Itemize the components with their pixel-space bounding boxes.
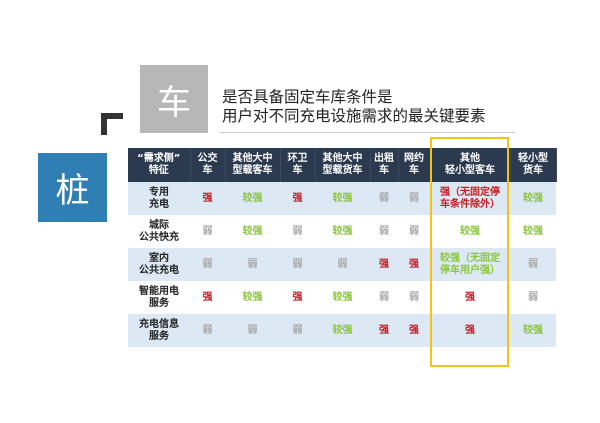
- header-text: 车: [202, 165, 213, 176]
- rating-cell: 弱: [225, 248, 280, 281]
- rating-cell: 强: [190, 182, 225, 215]
- header-text: 车: [292, 165, 303, 176]
- rating-cell: 较强: [242, 225, 263, 237]
- rating-cell: 较强（无固定停车用户强）: [430, 248, 510, 281]
- rating-cell: 弱: [190, 248, 225, 281]
- title-line-2: 用户对不同充电设施需求的最关键要素: [222, 107, 486, 125]
- header-text: 型载客车: [232, 165, 273, 176]
- feature-text: 城际: [149, 219, 169, 231]
- rating-cell: 强: [292, 291, 303, 303]
- column-header: 公交车: [190, 148, 226, 182]
- table-row: 智能用电 服务强较强强较强弱弱强弱: [128, 281, 556, 314]
- rating-cell: 弱: [370, 182, 398, 215]
- header-text: 货车: [523, 165, 543, 176]
- rating-cell: 较强: [225, 182, 280, 215]
- rating-cell: 强: [370, 248, 398, 281]
- feature-text: 公共充电: [139, 264, 179, 276]
- header-text: 特征: [148, 165, 169, 176]
- rating-cell: 弱: [379, 291, 389, 303]
- column-header: 出租车: [370, 148, 399, 182]
- header-text: 网约: [404, 153, 424, 164]
- column-header: “需求侧” 特征: [128, 148, 191, 182]
- rating-cell: 强（无固定停车条件除外）: [430, 182, 510, 215]
- feature-text: 服务: [149, 297, 169, 309]
- header-text: 车: [379, 165, 389, 176]
- column-header: 环卫车: [280, 148, 316, 182]
- rating-cell: 强: [202, 291, 213, 303]
- feature-text: 充电信息: [139, 318, 179, 330]
- feature-text: 服务: [149, 330, 169, 342]
- feature-cell: 充电信息 服务: [128, 314, 190, 347]
- rating-cell: 弱: [398, 182, 430, 215]
- rating-cell: 弱: [292, 225, 303, 237]
- column-header: 轻小型 货车: [510, 148, 557, 182]
- rating-cell: 弱: [190, 314, 225, 347]
- rating-cell: 强: [398, 248, 430, 281]
- rating-cell: 弱: [409, 225, 419, 237]
- car-label-box: 车: [140, 65, 208, 133]
- feature-cell: 智能用电 服务: [128, 281, 190, 314]
- header-text: 其他大中: [232, 153, 273, 164]
- rating-cell: 较强: [510, 314, 556, 347]
- column-header: 其他大中 型载客车: [225, 148, 281, 182]
- rating-cell: 较强: [315, 182, 370, 215]
- rating-cell: 较强: [460, 225, 480, 237]
- table-row: 室内 公共充电弱弱弱弱强强较强（无固定停车用户强）弱: [128, 248, 556, 281]
- header-text: 其他大中: [322, 153, 363, 164]
- table-row: 专用 充电强较强强较强弱弱强（无固定停车条件除外） 较强: [128, 182, 556, 215]
- rating-cell: 强: [430, 314, 510, 347]
- column-header: 其他大中 型载货车: [315, 148, 371, 182]
- title-line-1: 是否具备固定车库条件是: [222, 88, 393, 106]
- rating-cell: 强: [370, 314, 398, 347]
- feature-cell: 城际 公共快充: [128, 215, 190, 248]
- table-row: 充电信息 服务弱弱弱较强强强强较强: [128, 314, 556, 347]
- column-header: 其他 轻小型客车: [430, 148, 511, 182]
- rating-cell: 弱: [379, 225, 389, 237]
- rating-cell: 较强: [332, 225, 353, 237]
- header-text: 出租: [374, 153, 394, 164]
- pile-label-box: 桩: [38, 153, 107, 222]
- corner-arrow-icon: [101, 113, 123, 135]
- rating-cell: 强: [398, 314, 430, 347]
- header-text: “需求侧”: [137, 153, 181, 164]
- rating-cell: 较强: [332, 291, 353, 303]
- page-title: 是否具备固定车库条件是 用户对不同充电设施需求的最关键要素: [222, 88, 486, 126]
- rating-cell: 强: [465, 291, 475, 303]
- header-text: 轻小型: [518, 153, 548, 164]
- feature-text: 室内: [149, 252, 169, 264]
- header-text: 其他: [460, 153, 480, 164]
- rating-cell: 较强: [510, 182, 556, 215]
- rating-cell: 较强: [315, 314, 370, 347]
- rating-cell: 较强: [523, 225, 543, 237]
- feature-text: 充电: [149, 198, 169, 210]
- rating-cell: 弱: [409, 291, 419, 303]
- header-text: 公交: [197, 153, 218, 164]
- table-row: 城际 公共快充弱较强弱较强弱弱较强 较强: [128, 215, 556, 248]
- rating-cell: 强: [280, 182, 315, 215]
- divider: [220, 132, 515, 133]
- feature-cell: 专用 充电: [128, 182, 190, 215]
- header-text: 轻小型客车: [445, 165, 495, 176]
- column-header: 网约车: [398, 148, 431, 182]
- rating-cell: 弱: [315, 248, 370, 281]
- feature-text: 公共快充: [139, 231, 179, 243]
- header-text: 环卫: [287, 153, 308, 164]
- feature-text: 专用: [149, 186, 169, 198]
- demand-table: “需求侧” 特征 公交车其他大中 型载客车 环卫车其他大中 型载货车 出租车网约车其他 轻小型…: [128, 148, 557, 347]
- rating-cell: 弱: [225, 314, 280, 347]
- rating-cell: 弱: [528, 291, 538, 303]
- feature-cell: 室内 公共充电: [128, 248, 190, 281]
- rating-cell: 弱: [202, 225, 213, 237]
- rating-cell: 弱: [280, 248, 315, 281]
- header-text: 型载货车: [322, 165, 363, 176]
- feature-text: 智能用电: [139, 285, 179, 297]
- rating-cell: 较强: [242, 291, 263, 303]
- header-text: 车: [409, 165, 419, 176]
- rating-cell: 弱: [280, 314, 315, 347]
- rating-cell: 弱: [510, 248, 556, 281]
- highlight-box: [430, 137, 509, 367]
